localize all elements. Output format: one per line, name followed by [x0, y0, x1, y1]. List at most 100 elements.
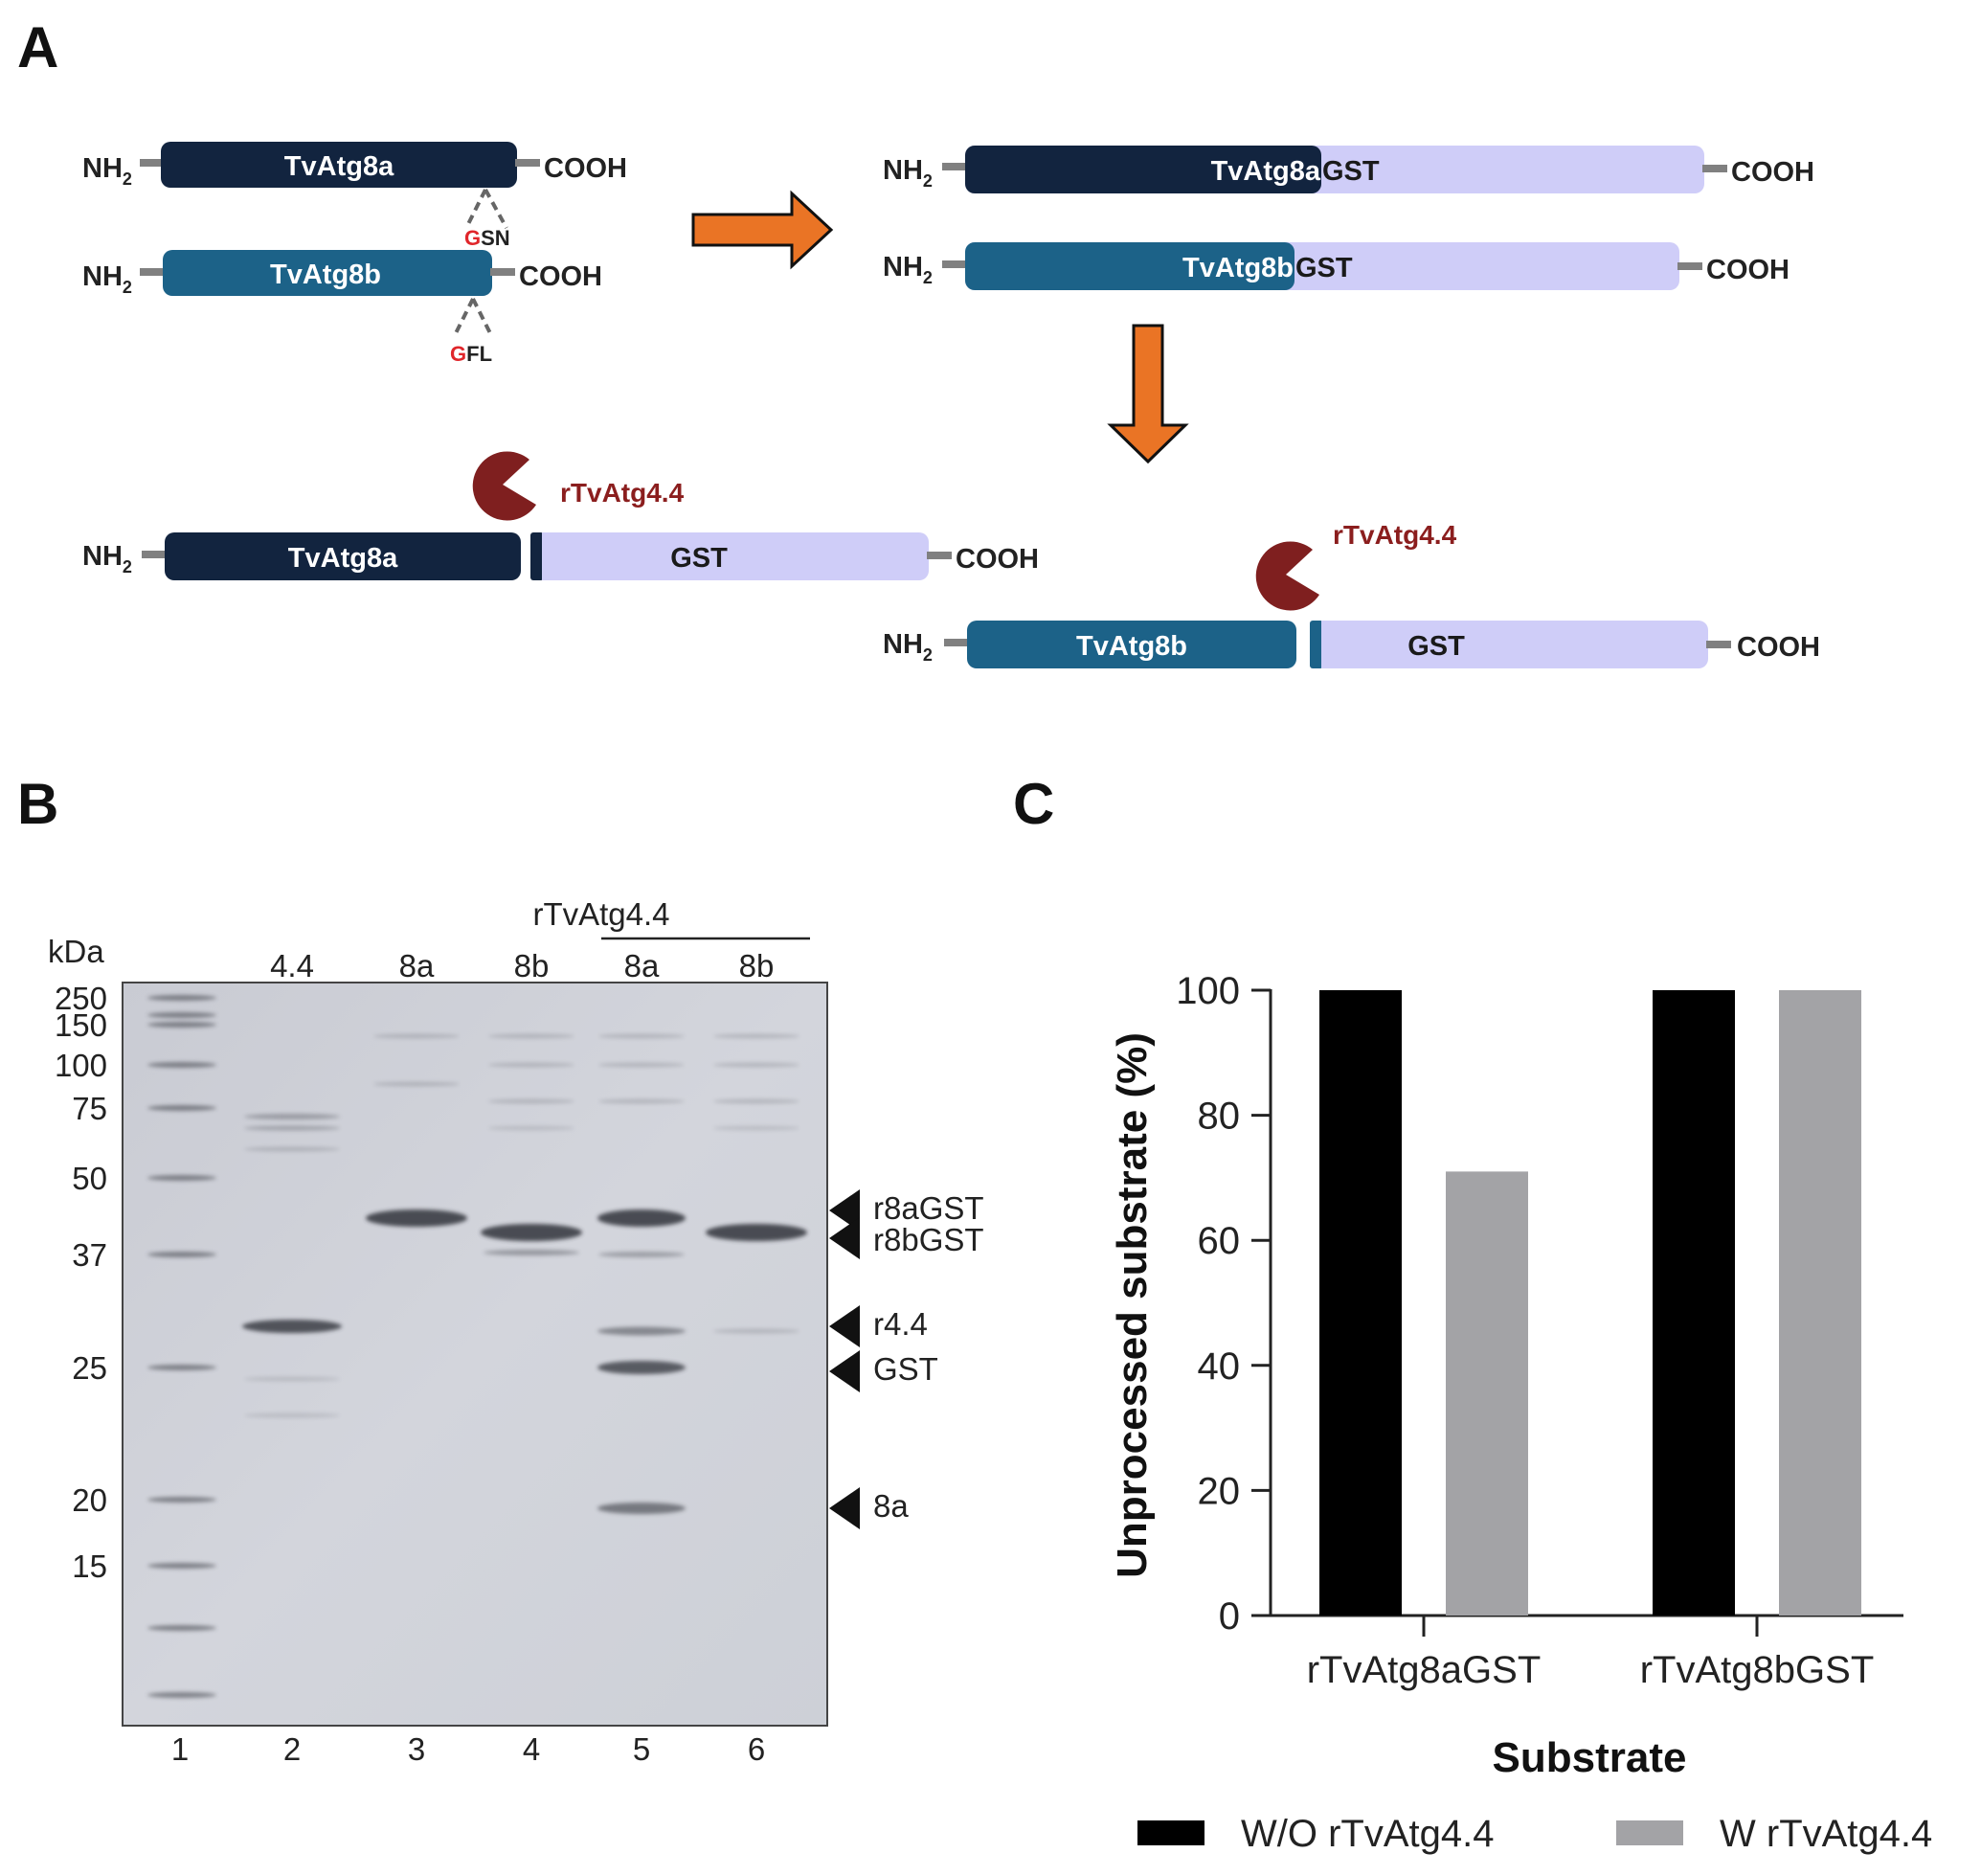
right-arrow-icon — [691, 190, 834, 270]
linker-c — [1677, 262, 1702, 270]
atg8a-gst-fusion: NH2 TvAtg8a GST COOH — [883, 146, 1814, 193]
gel-band — [597, 1361, 686, 1374]
legend-label: W/O rTvAtg4.4 — [1241, 1813, 1495, 1855]
gel-band — [481, 1224, 582, 1241]
cooh-label: COOH — [1737, 632, 1820, 663]
atg8a-construct: NH2 TvAtg8a COOH GSN — [82, 142, 627, 250]
band-label: r8aGST — [873, 1190, 984, 1226]
enzyme-label: rTvAtg4.4 — [1333, 520, 1457, 550]
lane-number: 1 — [171, 1731, 189, 1767]
band-label: r8bGST — [873, 1222, 984, 1257]
cleavage-line — [464, 189, 487, 229]
bar — [1446, 1171, 1528, 1616]
panel-b-letter: B — [17, 772, 58, 836]
gst-label: GST — [1407, 631, 1465, 662]
linker-n — [942, 163, 967, 170]
gel-band — [147, 995, 216, 1001]
y-tick-label: 100 — [1176, 970, 1240, 1012]
atg8b-gst-fusion: NH2 TvAtg8b GST COOH — [883, 242, 1790, 290]
nh2-label: NH2 — [82, 541, 132, 576]
gst-bar-edge — [542, 532, 552, 580]
y-tick-label: 0 — [1219, 1595, 1240, 1638]
legend-swatch — [1616, 1820, 1683, 1845]
gel-band — [147, 1625, 216, 1631]
y-axis-title: Unprocessed substrate (%) — [1109, 1032, 1156, 1578]
lane-headers: 4.4 8a 8b 8a 8b — [270, 948, 774, 983]
marker-label: 25 — [72, 1350, 107, 1386]
gel-band — [706, 1224, 807, 1241]
cleavage-line — [471, 298, 494, 338]
fusion-b-left-label: TvAtg8b — [1182, 253, 1294, 283]
atg8a-label: TvAtg8a — [288, 543, 398, 574]
band-label: GST — [873, 1351, 938, 1387]
marker-label: 15 — [72, 1548, 107, 1584]
bar — [1319, 990, 1402, 1616]
cleavage-line — [452, 298, 475, 338]
x-tick-label: rTvAtg8aGST — [1307, 1649, 1542, 1691]
band-pointer-icon — [829, 1189, 860, 1232]
band-label: r4.4 — [873, 1306, 928, 1342]
gel-band — [373, 1033, 460, 1039]
marker-label: 150 — [55, 1007, 107, 1043]
linker-n — [142, 551, 167, 558]
gel-band — [488, 1125, 574, 1131]
x-tick-label: rTvAtg8bGST — [1640, 1649, 1875, 1691]
enzyme-pacman-icon — [1255, 541, 1319, 611]
cooh-label: COOH — [1706, 255, 1790, 285]
treatment-label: rTvAtg4.4 — [532, 896, 669, 932]
x-axis-title: Substrate — [1493, 1734, 1687, 1781]
gel-band — [244, 1125, 340, 1131]
lane-header: 8b — [514, 948, 550, 983]
gel-band — [147, 1012, 216, 1018]
cooh-label: COOH — [544, 153, 627, 184]
gel-image — [122, 982, 828, 1727]
kda-label: kDa — [48, 934, 104, 969]
nh2-label: NH2 — [883, 252, 933, 287]
gst-bar — [1321, 621, 1708, 668]
lane-number: 4 — [523, 1731, 540, 1767]
linker-n — [140, 268, 165, 276]
gel-band — [713, 1328, 799, 1334]
linker-n — [942, 260, 967, 268]
gst-bar — [542, 532, 929, 580]
cleaved-atg8b: rTvAtg4.4 NH2 TvAtg8b GST COOH — [883, 520, 1820, 668]
gel-band — [488, 1033, 574, 1039]
gel-band — [373, 1081, 460, 1087]
atg8b-bar — [967, 621, 1296, 668]
gst-label: GST — [670, 543, 728, 574]
gel-band — [597, 1209, 686, 1227]
gel-band — [598, 1033, 685, 1039]
cleaved-atg8a: rTvAtg4.4 NH2 TvAtg8a GST COOH — [82, 451, 1039, 580]
cooh-label: COOH — [519, 261, 602, 292]
atg8b-construct: NH2 TvAtg8b COOH GFL — [82, 250, 602, 366]
lane-numbers: 1 2 3 4 5 6 — [171, 1731, 765, 1767]
lane-header: 8b — [739, 948, 775, 983]
linker-c — [927, 552, 952, 559]
gel-bands — [147, 995, 807, 1698]
chart-bars — [1319, 990, 1861, 1616]
cooh-label: COOH — [1731, 157, 1814, 188]
enzyme-pacman-icon — [472, 451, 536, 521]
nh2-label: NH2 — [883, 155, 933, 191]
fusion-b-right-label: GST — [1295, 253, 1353, 283]
lane-number: 3 — [408, 1731, 425, 1767]
fusion-a-right-label: GST — [1322, 156, 1380, 187]
gst-bar-edge — [1321, 621, 1331, 668]
cooh-label: COOH — [956, 544, 1039, 575]
gel-band — [484, 1250, 579, 1255]
panel-a-diagram: A NH2 TvAtg8a COOH GSN NH2 TvAtg8b COOH … — [17, 15, 1820, 668]
gel-band — [147, 1365, 216, 1370]
lane-header: 4.4 — [270, 948, 314, 983]
chart-axes: 0 20 40 60 80 100 — [1176, 970, 1903, 1638]
band-pointer-icon — [829, 1217, 860, 1259]
atg8b-bar — [965, 242, 1294, 290]
legend-swatch — [1137, 1820, 1204, 1845]
gel-band — [147, 1105, 216, 1111]
gel-band — [147, 1692, 216, 1698]
band-pointer-icon — [829, 1305, 860, 1347]
band-pointer-icon — [829, 1350, 860, 1392]
